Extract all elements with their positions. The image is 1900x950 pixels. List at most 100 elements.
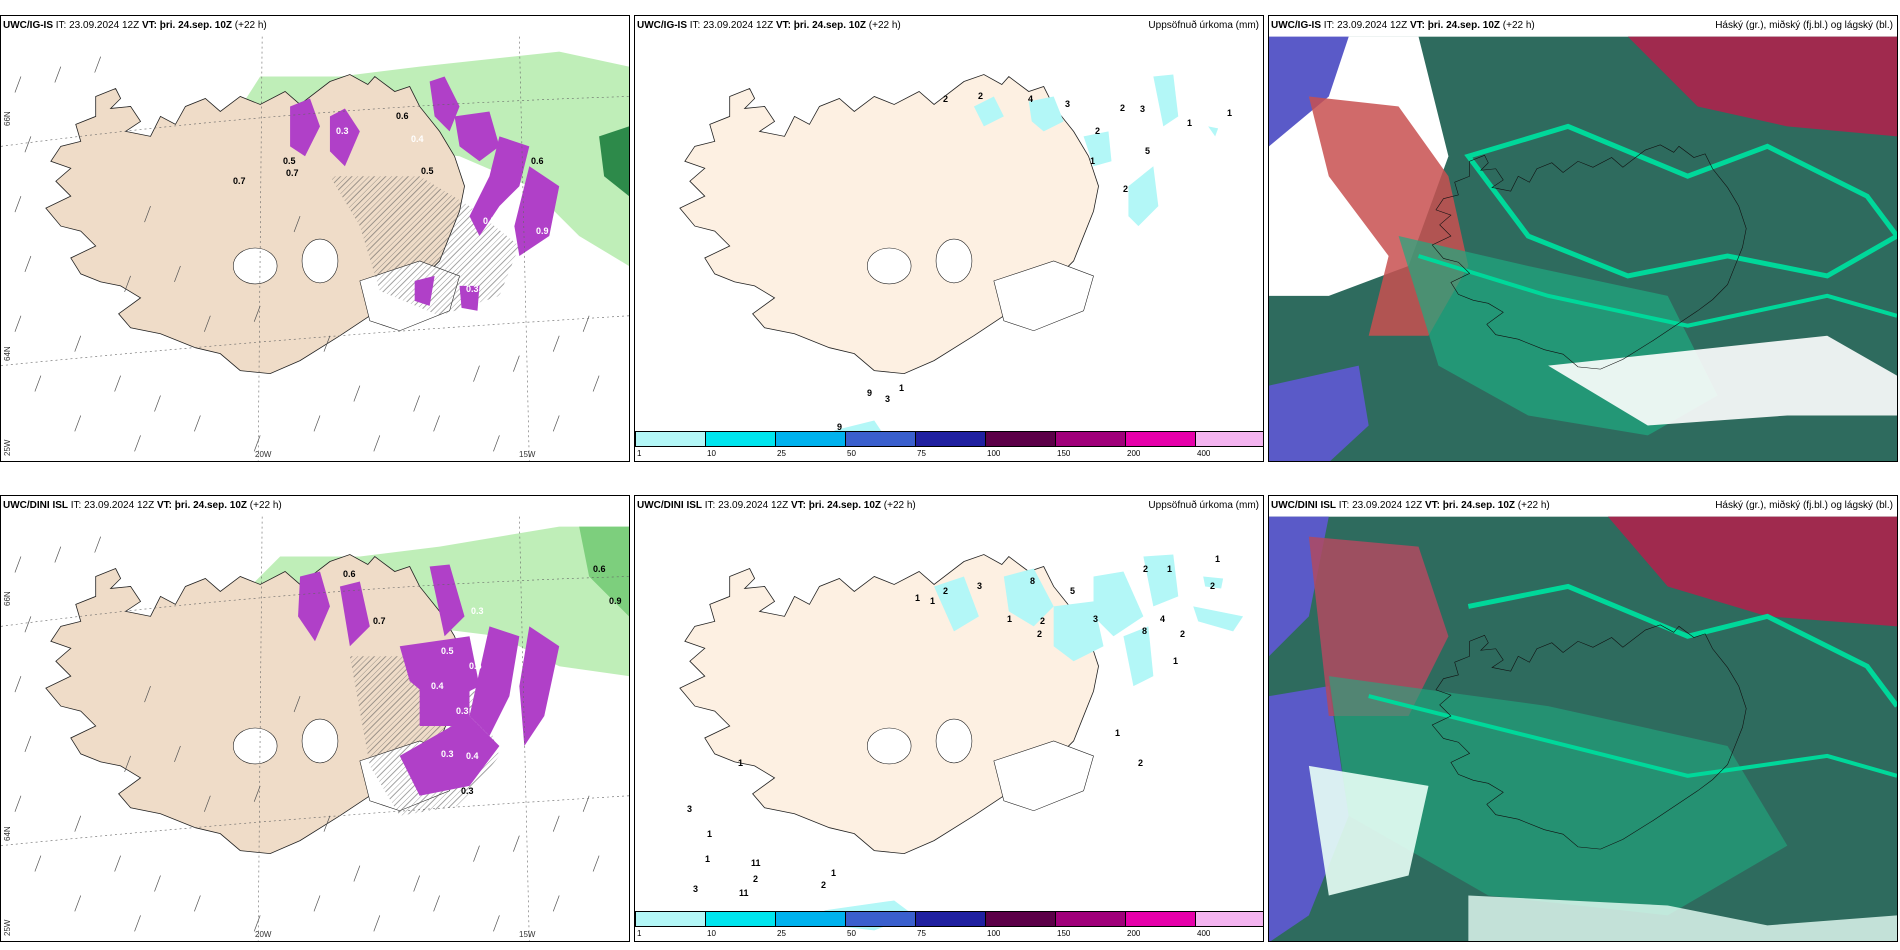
lead-time: (+22 h) <box>234 20 267 31</box>
panel-header: UWC/DINI ISL IT: 23.09.2024 12Z VT: þri.… <box>1269 496 1897 516</box>
colorbar-tick: 10 <box>707 929 716 938</box>
precip-value: 0.5 <box>483 216 496 226</box>
precip-value: 0.7 <box>286 168 299 178</box>
panel-bottom-left-wind-precip: UWC/DINI ISL IT: 23.09.2024 12Z VT: þri.… <box>0 495 630 942</box>
panel-bottom-right-clouds: UWC/DINI ISL IT: 23.09.2024 12Z VT: þri.… <box>1268 495 1898 942</box>
precip-value: 2 <box>978 91 984 101</box>
colorbar-tick: 200 <box>1127 929 1141 938</box>
precip-value: 3 <box>693 884 699 894</box>
valid-time-label: VT: <box>156 500 172 511</box>
precip-value: 5 <box>1145 146 1151 156</box>
lon-label: 20W <box>255 930 272 939</box>
panel-header: UWC/IG-IS IT: 23.09.2024 12Z VT: þri. 24… <box>1269 16 1897 36</box>
init-time: IT: 23.09.2024 12Z <box>1338 500 1423 511</box>
valid-time-label: VT: <box>1409 20 1425 31</box>
precip-value: 0.3 <box>466 284 479 294</box>
precip-value: 0.7 <box>373 616 386 626</box>
precip-value: 1 <box>1227 108 1233 118</box>
valid-time-label: VT: <box>141 20 157 31</box>
precip-value: 1 <box>1173 656 1179 666</box>
panel-top-left-wind-precip: UWC/IG-IS IT: 23.09.2024 12Z VT: þri. 24… <box>0 15 630 462</box>
colorbar-cell <box>1125 911 1196 927</box>
lat-label: 66N <box>3 591 12 606</box>
lat-label: 25W <box>3 919 12 936</box>
wind-precip-map <box>1 36 629 461</box>
colorbar-tick: 200 <box>1127 449 1141 458</box>
colorbar-tick: 100 <box>987 449 1001 458</box>
colorbar-cell <box>635 431 706 447</box>
colorbar-cell <box>985 431 1056 447</box>
precip-value: 2 <box>1143 564 1149 574</box>
panel-title: Háský (gr.), miðský (fj.bl.) og lágský (… <box>1715 500 1893 511</box>
precip-value: 1 <box>915 593 921 603</box>
panel-bottom-mid-accum-precip: UWC/DINI ISL IT: 23.09.2024 12Z VT: þri.… <box>634 495 1264 942</box>
precip-value: 3 <box>1065 99 1071 109</box>
panel-header: UWC/DINI ISL IT: 23.09.2024 12Z VT: þri.… <box>635 496 1263 516</box>
precip-value: 0.3 <box>461 786 474 796</box>
colorbar-tick: 400 <box>1197 929 1211 938</box>
precip-value: 0.6 <box>343 569 356 579</box>
precip-value: 2 <box>821 880 827 890</box>
precip-value: 11 <box>739 888 749 898</box>
init-time: IT: 23.09.2024 12Z <box>689 20 774 31</box>
precip-value: 0.6 <box>593 564 606 574</box>
precip-value: 2 <box>1138 758 1144 768</box>
colorbar-tick: 1 <box>637 449 642 458</box>
panel-top-mid-accum-precip: UWC/IG-IS IT: 23.09.2024 12Z VT: þri. 24… <box>634 15 1264 462</box>
panel-top-right-clouds: UWC/IG-IS IT: 23.09.2024 12Z VT: þri. 24… <box>1268 15 1898 462</box>
valid-time: þri. 24.sep. 10Z <box>793 20 867 31</box>
lead-time: (+22 h) <box>868 20 901 31</box>
precip-value: 1 <box>707 829 713 839</box>
precip-value: 1 <box>1090 156 1096 166</box>
model-name: UWC/DINI ISL <box>3 500 68 511</box>
precip-value: 0.9 <box>609 596 622 606</box>
precip-value: 2 <box>1040 616 1046 626</box>
accum-precip-map <box>635 516 1263 941</box>
colorbar: 1 10 25 50 75 100 150 200 400 <box>635 431 1263 461</box>
precip-value: 1 <box>831 868 837 878</box>
precip-value: 1 <box>1167 564 1173 574</box>
panel-title: Uppsöfnuð úrkoma (mm) <box>1148 500 1259 511</box>
valid-time: þri. 24.sep. 10Z <box>808 500 882 511</box>
panel-title: Uppsöfnuð úrkoma (mm) <box>1148 20 1259 31</box>
precip-value: 5 <box>1070 586 1076 596</box>
colorbar-cell <box>1055 431 1126 447</box>
panel-header: UWC/DINI ISL IT: 23.09.2024 12Z VT: þri.… <box>1 496 629 516</box>
precip-value: 9 <box>837 422 843 432</box>
precip-value: 0.4 <box>411 134 424 144</box>
precip-value: 1 <box>1187 118 1193 128</box>
valid-time-label: VT: <box>790 500 806 511</box>
colorbar-tick: 10 <box>707 449 716 458</box>
valid-time: þri. 24.sep. 10Z <box>159 20 233 31</box>
lon-label: 15W <box>519 930 536 939</box>
colorbar-cell <box>915 431 986 447</box>
colorbar-cell <box>985 911 1056 927</box>
colorbar-tick: 100 <box>987 929 1001 938</box>
cloud-cover-map <box>1269 516 1897 941</box>
precip-value: 0.3 <box>466 186 479 196</box>
lat-label: 64N <box>3 346 12 361</box>
cloud-cover-map <box>1269 36 1897 461</box>
colorbar-tick: 50 <box>847 929 856 938</box>
precip-value: 2 <box>943 94 949 104</box>
precip-value: 1 <box>705 854 711 864</box>
precip-value: 2 <box>943 586 949 596</box>
colorbar-cell <box>845 911 916 927</box>
precip-value: 3 <box>1093 614 1099 624</box>
precip-value: 8 <box>1030 576 1036 586</box>
precip-value: 0.3 <box>336 126 349 136</box>
precip-value: 0.5 <box>283 156 296 166</box>
precip-value: 1 <box>1215 554 1221 564</box>
colorbar-cell <box>705 911 776 927</box>
valid-time-label: VT: <box>775 20 791 31</box>
precip-value: 1 <box>1007 614 1013 624</box>
precip-value: 0.7 <box>233 176 246 186</box>
precip-value: 0.3 <box>456 706 469 716</box>
lat-label: 66N <box>3 111 12 126</box>
colorbar-cell <box>845 431 916 447</box>
precip-value: 2 <box>1210 581 1216 591</box>
precip-value: 0.3 <box>441 749 454 759</box>
model-name: UWC/DINI ISL <box>637 500 702 511</box>
colorbar-tick: 150 <box>1057 929 1071 938</box>
precip-value: 0.5 <box>469 661 482 671</box>
